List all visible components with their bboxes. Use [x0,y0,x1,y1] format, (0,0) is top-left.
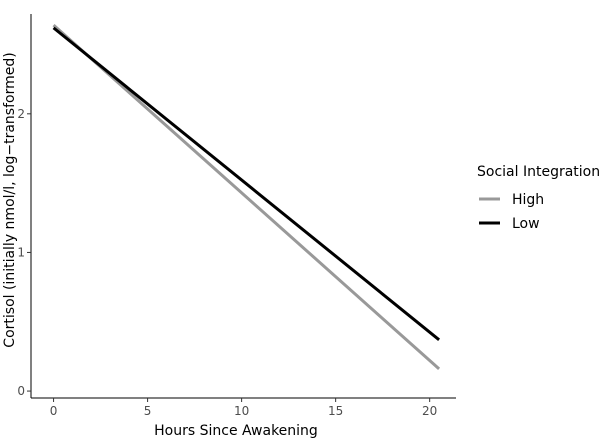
x-tick-label: 10 [234,404,249,418]
x-axis-title: Hours Since Awakening [154,423,318,439]
x-axis-ticks: 0 5 10 15 20 [50,398,437,418]
y-axis-title: Cortisol (initially nmol/l, log−transfor… [2,52,18,347]
legend: Social Integration High Low [477,164,600,232]
y-tick-label: 0 [17,384,25,398]
legend-items: High Low [479,192,544,232]
x-tick-label: 5 [144,404,152,418]
y-tick-label: 1 [17,245,25,259]
x-tick-label: 20 [422,404,437,418]
series-lines [52,23,441,371]
series-line-low [52,26,441,341]
x-tick-label: 0 [50,404,58,418]
series-line-high [52,23,441,371]
legend-label-high: High [512,192,544,208]
y-axis-ticks: 0 1 2 [17,107,31,398]
y-tick-label: 2 [17,107,25,121]
legend-label-low: Low [512,216,540,232]
x-tick-label: 15 [328,404,343,418]
legend-title: Social Integration [477,164,600,180]
plot-area: 0 5 10 15 20 0 1 2 [17,14,456,418]
